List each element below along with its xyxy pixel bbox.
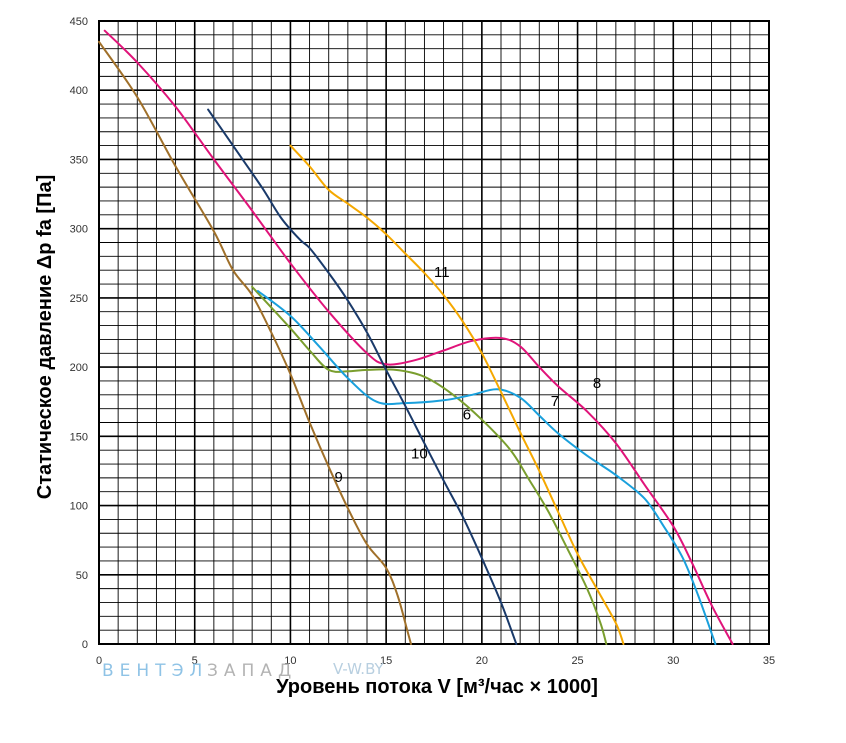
- axes: [98, 20, 770, 645]
- y-tick-label: 250: [70, 293, 88, 305]
- x-tick-label: 5: [192, 655, 198, 667]
- x-tick-label: 35: [763, 655, 775, 667]
- y-axis-title: Статическое давление Δp fa [Па]: [34, 175, 56, 499]
- y-tick-label: 450: [70, 16, 88, 28]
- curve-label-8: 8: [593, 375, 601, 392]
- curve-11: [289, 144, 625, 645]
- y-tick-label: 300: [70, 224, 88, 236]
- y-tick-label: 350: [70, 154, 88, 166]
- curve-label-10: 10: [411, 445, 428, 462]
- curve-8: [103, 29, 734, 645]
- watermark-brand-blue: ВЕНТЭЛ: [102, 661, 208, 681]
- x-tick-label: 20: [476, 655, 488, 667]
- y-tick-label: 400: [70, 85, 88, 97]
- y-tick-label: 50: [76, 570, 88, 582]
- y-tick-label: 0: [82, 639, 88, 651]
- grid: [98, 20, 770, 645]
- x-tick-label: 25: [571, 655, 583, 667]
- curve-label-9: 9: [334, 469, 342, 486]
- x-tick-label: 30: [667, 655, 679, 667]
- curve-7: [256, 290, 717, 645]
- curve-labels: 9 6 7 8 10 11: [334, 264, 601, 486]
- plot-frame: [98, 20, 770, 645]
- curve-10: [207, 108, 518, 645]
- watermark-brand-gray: ЗАПАД: [207, 661, 297, 681]
- curve-9: [98, 40, 412, 645]
- x-axis-title: Уровень потока V [м³/час × 1000]: [276, 676, 598, 698]
- y-tick-label: 100: [70, 501, 88, 513]
- y-tick-label: 150: [70, 431, 88, 443]
- x-tick-label: 0: [96, 655, 102, 667]
- curve-label-11: 11: [434, 264, 450, 281]
- curve-6: [251, 285, 608, 645]
- x-tick-label: 15: [380, 655, 392, 667]
- tick-labels: 0 5 10 15 20 25 30 3505010015020025030035040045…: [70, 16, 775, 667]
- curve-label-6: 6: [463, 407, 471, 424]
- watermark-url: V-W.BY: [333, 660, 385, 678]
- curves: [98, 29, 734, 645]
- x-tick-label: 10: [284, 655, 296, 667]
- watermark: ВЕНТЭЛ ЗАПАД V-W.BY: [102, 660, 385, 681]
- y-tick-label: 200: [70, 362, 88, 374]
- curve-label-7: 7: [551, 393, 559, 410]
